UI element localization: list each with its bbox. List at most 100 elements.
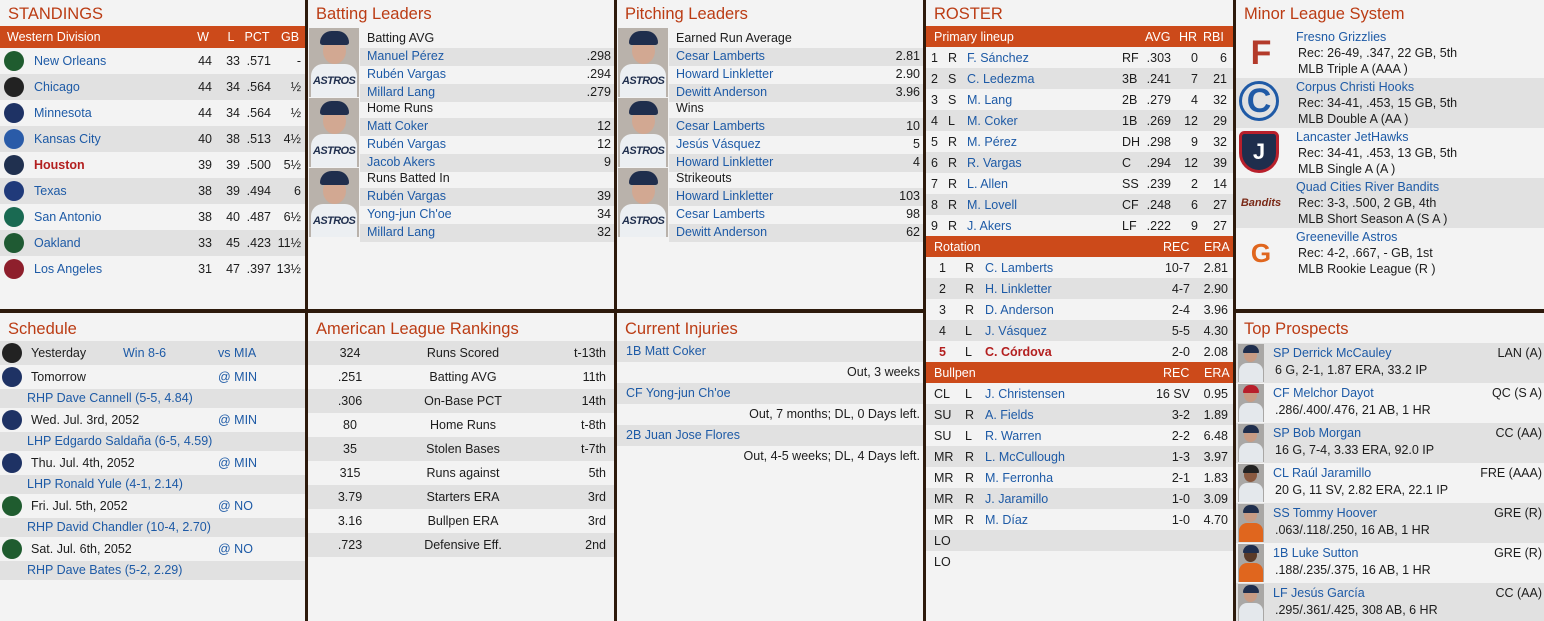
rotation-row[interactable]: 4 L J. Vásquez 5-5 4.30 [926, 320, 1233, 341]
leader-row[interactable]: Jesús Vásquez 5 [669, 136, 923, 154]
affiliate-name[interactable]: Fresno Grizzlies [1296, 30, 1387, 44]
bullpen-row-empty[interactable]: LO [926, 551, 1233, 572]
leader-row[interactable]: Cesar Lamberts 98 [669, 206, 923, 224]
player-photo[interactable]: ASTROS [309, 168, 359, 237]
leader-row[interactable]: Rubén Vargas .294 [360, 66, 614, 84]
prospect-name[interactable]: SS Tommy Hoover [1273, 506, 1377, 520]
schedule-row[interactable]: Sat. Jul. 6th, 2052 @ NO [0, 537, 305, 561]
player-photo[interactable]: ASTROS [618, 168, 668, 237]
leader-row[interactable]: Howard Linkletter 4 [669, 154, 923, 172]
bullpen-row[interactable]: SU L R. Warren 2-2 6.48 [926, 425, 1233, 446]
schedule-row[interactable]: Fri. Jul. 5th, 2052 @ NO [0, 494, 305, 518]
bullpen-row-empty[interactable]: LO [926, 530, 1233, 551]
affiliate-row[interactable]: C Corpus Christi Hooks Rec: 34-41, .453,… [1236, 78, 1544, 128]
probable-pitcher-row[interactable]: LHP Edgardo Saldaña (6-5, 4.59) [0, 432, 305, 451]
lineup-row[interactable]: 7 R L. Allen SS .239 2 14 [926, 173, 1233, 194]
prospect-name[interactable]: CL Raúl Jaramillo [1273, 466, 1372, 480]
prospect-name[interactable]: SP Bob Morgan [1273, 426, 1362, 440]
injury-player-row[interactable]: 1B Matt Coker [617, 341, 923, 362]
bullpen-row[interactable]: SU R A. Fields 3-2 1.89 [926, 404, 1233, 425]
prospect-row[interactable]: 1B Luke Sutton GRE (R) .188/.235/.375, 1… [1236, 543, 1544, 583]
standings-row[interactable]: Oakland 33 45 .423 11½ [0, 230, 305, 256]
probable-pitcher[interactable]: RHP Dave Bates (5-2, 2.29) [27, 563, 183, 577]
rotation-row[interactable]: 3 R D. Anderson 2-4 3.96 [926, 299, 1233, 320]
injured-player[interactable]: 2B Juan Jose Flores [626, 428, 740, 442]
affiliate-row[interactable]: Bandits Quad Cities River Bandits Rec: 3… [1236, 178, 1544, 228]
injured-player[interactable]: 1B Matt Coker [626, 344, 706, 358]
bullpen-row[interactable]: MR R M. Ferronha 2-1 1.83 [926, 467, 1233, 488]
affiliate-name[interactable]: Corpus Christi Hooks [1296, 80, 1415, 94]
probable-pitcher-row[interactable]: RHP David Chandler (10-4, 2.70) [0, 518, 305, 537]
leader-row[interactable]: Dewitt Anderson 3.96 [669, 84, 923, 102]
player-photo[interactable]: ASTROS [618, 98, 668, 167]
prospect-name[interactable]: 1B Luke Sutton [1273, 546, 1359, 560]
prospect-row[interactable]: CL Raúl Jaramillo FRE (AAA) 20 G, 11 SV,… [1236, 463, 1544, 503]
game-opponent[interactable]: @ MIN [218, 413, 258, 427]
leader-row[interactable]: Rubén Vargas 12 [360, 136, 614, 154]
game-opponent[interactable]: @ NO [218, 499, 253, 513]
prospect-row[interactable]: LF Jesús García CC (AA) .295/.361/.425, … [1236, 583, 1544, 621]
probable-pitcher[interactable]: LHP Ronald Yule (4-1, 2.14) [27, 477, 183, 491]
leader-row[interactable]: Matt Coker 12 [360, 118, 614, 136]
prospect-row[interactable]: SP Derrick McCauley LAN (A) 6 G, 2-1, 1.… [1236, 343, 1544, 383]
standings-row[interactable]: Kansas City 40 38 .513 4½ [0, 126, 305, 152]
affiliate-name[interactable]: Quad Cities River Bandits [1296, 180, 1440, 194]
game-opponent[interactable]: @ NO [218, 542, 253, 556]
leader-row[interactable]: Millard Lang 32 [360, 224, 614, 242]
game-opponent[interactable]: @ MIN [218, 370, 258, 384]
probable-pitcher[interactable]: LHP Edgardo Saldaña (6-5, 4.59) [27, 434, 213, 448]
leader-row[interactable]: Manuel Pérez .298 [360, 48, 614, 66]
lineup-row[interactable]: 5 R M. Pérez DH .298 9 32 [926, 131, 1233, 152]
schedule-row[interactable]: Thu. Jul. 4th, 2052 @ MIN [0, 451, 305, 475]
probable-pitcher-row[interactable]: RHP Dave Bates (5-2, 2.29) [0, 561, 305, 580]
lineup-row[interactable]: 3 S M. Lang 2B .279 4 32 [926, 89, 1233, 110]
standings-row-current-team[interactable]: Houston 39 39 .500 5½ [0, 152, 305, 178]
affiliate-row[interactable]: G Greeneville Astros Rec: 4-2, .667, - G… [1236, 228, 1544, 278]
injury-player-row[interactable]: 2B Juan Jose Flores [617, 425, 923, 446]
injury-player-row[interactable]: CF Yong-jun Ch'oe [617, 383, 923, 404]
leader-row[interactable]: Cesar Lamberts 2.81 [669, 48, 923, 66]
affiliate-name[interactable]: Lancaster JetHawks [1296, 130, 1409, 144]
probable-pitcher-row[interactable]: RHP Dave Cannell (5-5, 4.84) [0, 389, 305, 408]
probable-pitcher-row[interactable]: LHP Ronald Yule (4-1, 2.14) [0, 475, 305, 494]
lineup-row[interactable]: 6 R R. Vargas C .294 12 39 [926, 152, 1233, 173]
bullpen-row[interactable]: CL L J. Christensen 16 SV 0.95 [926, 383, 1233, 404]
leader-row[interactable]: Yong-jun Ch'oe 34 [360, 206, 614, 224]
game-result[interactable]: Win 8-6 [123, 346, 167, 360]
probable-pitcher[interactable]: RHP Dave Cannell (5-5, 4.84) [27, 391, 193, 405]
leader-row[interactable]: Rubén Vargas 39 [360, 188, 614, 206]
game-opponent[interactable]: vs MIA [218, 346, 257, 360]
player-photo[interactable]: ASTROS [309, 28, 359, 97]
standings-row[interactable]: Los Angeles 31 47 .397 13½ [0, 256, 305, 282]
lineup-row[interactable]: 1 R F. Sánchez RF .303 0 6 [926, 47, 1233, 68]
prospect-name[interactable]: SP Derrick McCauley [1273, 346, 1392, 360]
probable-pitcher[interactable]: RHP David Chandler (10-4, 2.70) [27, 520, 211, 534]
schedule-row[interactable]: Tomorrow @ MIN [0, 365, 305, 389]
prospect-row[interactable]: SP Bob Morgan CC (AA) 16 G, 7-4, 3.33 ER… [1236, 423, 1544, 463]
standings-row[interactable]: Chicago 44 34 .564 ½ [0, 74, 305, 100]
affiliate-row[interactable]: J Lancaster JetHawks Rec: 34-41, .453, 1… [1236, 128, 1544, 178]
leader-row[interactable]: Jacob Akers 9 [360, 154, 614, 172]
standings-row[interactable]: Minnesota 44 34 .564 ½ [0, 100, 305, 126]
leader-row[interactable]: Howard Linkletter 103 [669, 188, 923, 206]
prospect-name[interactable]: LF Jesús García [1273, 586, 1365, 600]
prospect-row[interactable]: SS Tommy Hoover GRE (R) .063/.118/.250, … [1236, 503, 1544, 543]
standings-row[interactable]: San Antonio 38 40 .487 6½ [0, 204, 305, 230]
game-opponent[interactable]: @ MIN [218, 456, 258, 470]
affiliate-row[interactable]: F Fresno Grizzlies Rec: 26-49, .347, 22 … [1236, 28, 1544, 78]
standings-row[interactable]: New Orleans 44 33 .571 - [0, 48, 305, 74]
leader-row[interactable]: Howard Linkletter 2.90 [669, 66, 923, 84]
player-photo[interactable]: ASTROS [309, 98, 359, 167]
schedule-row[interactable]: Yesterday Win 8-6 vs MIA [0, 341, 305, 365]
rotation-row-highlight[interactable]: 5 L C. Córdova 2-0 2.08 [926, 341, 1233, 362]
injured-player[interactable]: CF Yong-jun Ch'oe [626, 386, 731, 400]
rotation-row[interactable]: 1 R C. Lamberts 10-7 2.81 [926, 257, 1233, 278]
prospect-row[interactable]: CF Melchor Dayot QC (S A) .286/.400/.476… [1236, 383, 1544, 423]
leader-row[interactable]: Dewitt Anderson 62 [669, 224, 923, 242]
player-photo[interactable]: ASTROS [618, 28, 668, 97]
leader-row[interactable]: Millard Lang .279 [360, 84, 614, 102]
bullpen-row[interactable]: MR R J. Jaramillo 1-0 3.09 [926, 488, 1233, 509]
prospect-name[interactable]: CF Melchor Dayot [1273, 386, 1374, 400]
bullpen-row[interactable]: MR R M. Díaz 1-0 4.70 [926, 509, 1233, 530]
affiliate-name[interactable]: Greeneville Astros [1296, 230, 1398, 244]
